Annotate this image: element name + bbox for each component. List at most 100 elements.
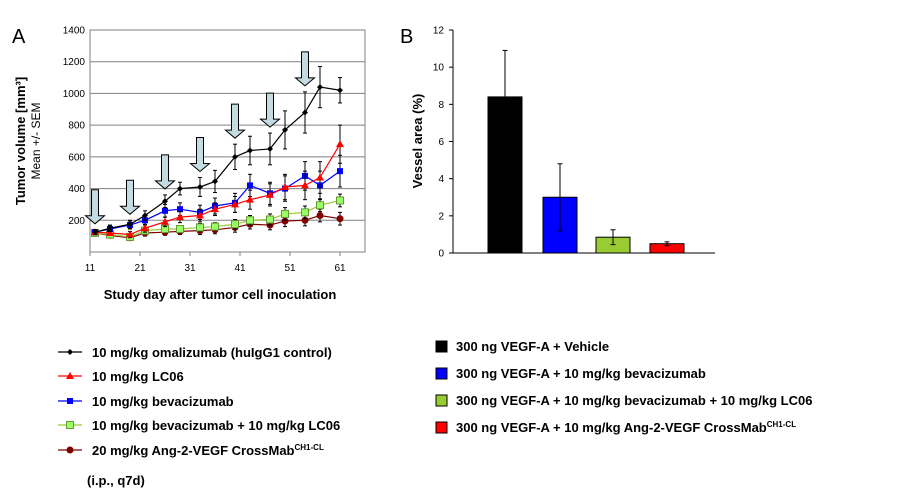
series-diamond [92, 65, 343, 236]
data-point [126, 230, 134, 238]
legend-b-entry: 300 ng VEGF-A + 10 mg/kg bevacizumab [435, 366, 706, 381]
legend-b-entry: 300 ng VEGF-A + 10 mg/kg Ang-2-VEGF Cros… [435, 420, 796, 435]
legend-swatch [435, 367, 448, 380]
legend-a-note: (i.p., q7d) [87, 473, 145, 488]
data-point [266, 190, 274, 198]
data-point [302, 109, 308, 116]
legend-swatch [435, 421, 448, 434]
data-point [197, 183, 203, 190]
panel-b-legend: 300 ng VEGF-A + Vehicle 300 ng VEGF-A + 1… [435, 339, 812, 435]
data-point [196, 223, 204, 232]
data-point [282, 126, 288, 133]
panel-a-y-axis-title: Tumor volume [mm³] [13, 77, 28, 205]
data-point [232, 153, 238, 160]
series-triangle [91, 124, 344, 239]
treatment-arrow [189, 136, 211, 173]
legend-b-label-superscript: CH1-CL [767, 420, 796, 429]
data-point [231, 220, 239, 229]
data-point [211, 222, 219, 231]
panel-b-y-axis-title: Vessel area (%) [410, 94, 425, 189]
data-point [317, 84, 323, 91]
data-point [176, 225, 184, 234]
legend-b-label: 300 ng VEGF-A + 10 mg/kg bevacizumab + 1… [456, 393, 812, 408]
legend-a-label: 10 mg/kg bevacizumab [92, 394, 234, 409]
data-point [337, 168, 343, 175]
data-point [316, 173, 324, 181]
legend-b-entry: 300 ng VEGF-A + 10 mg/kg bevacizumab + 1… [435, 393, 812, 408]
legend-a-label: 10 mg/kg bevacizumab + 10 mg/kg LC06 [92, 418, 340, 433]
legend-a-entry: 20 mg/kg Ang-2-VEGF CrossMabCH1-CL [58, 443, 324, 458]
legend-b-label: 300 ng VEGF-A + Vehicle [456, 339, 609, 354]
panel-a-y-tick-label: 600 [68, 152, 85, 163]
data-point [247, 147, 253, 154]
panel-b-y-tick-label: 2 [438, 211, 444, 222]
legend-b-label: 300 ng VEGF-A + 10 mg/kg Ang-2-VEGF Cros… [456, 420, 796, 435]
panel-b-y-tick-label: 10 [433, 63, 445, 74]
data-point [336, 196, 344, 205]
panel-a-x-tick-label: 31 [184, 263, 196, 274]
data-point [336, 140, 344, 148]
panel-a-x-axis-title: Study day after tumor cell inoculation [104, 287, 337, 302]
data-point [212, 178, 218, 185]
panel-b-y-ticks: 0 2 4 6 8 10 12 [433, 26, 453, 260]
legend-a-entry: 10 mg/kg LC06 [58, 369, 184, 384]
panel-b-y-tick-label: 6 [438, 137, 444, 148]
panel-a-legend: 10 mg/kg omalizumab (huIgG1 control) 10 m… [58, 345, 340, 458]
data-point [177, 206, 183, 213]
data-point [281, 209, 289, 218]
panel-b-letter: B [400, 26, 413, 48]
panel-a-gridlines [90, 61, 365, 221]
legend-a-label-text: 20 mg/kg Ang-2-VEGF CrossMab [92, 443, 295, 458]
treatment-arrow [84, 189, 106, 225]
panel-a-x-tick-label: 11 [85, 263, 96, 274]
data-point [316, 201, 324, 210]
panel-a-x-tick-label: 41 [234, 263, 246, 274]
data-point [176, 213, 184, 221]
data-point [161, 217, 169, 225]
data-point [281, 217, 289, 225]
legend-a-label: 10 mg/kg LC06 [92, 369, 184, 384]
panel-b-y-tick-label: 12 [433, 26, 445, 37]
panel-a-x-tick-labels: 11 21 31 41 51 61 [85, 252, 346, 274]
panel-b-bars [487, 49, 685, 254]
data-point [267, 145, 273, 152]
treatment-arrow [294, 51, 316, 87]
panel-a-series [91, 65, 344, 242]
legend-a-label-text: 10 mg/kg omalizumab (huIgG1 control) [92, 345, 332, 360]
data-point [107, 225, 113, 232]
data-point [196, 211, 204, 219]
legend-a-entry: 10 mg/kg bevacizumab [58, 394, 234, 409]
data-point [281, 182, 289, 190]
legend-b-label: 300 ng VEGF-A + 10 mg/kg bevacizumab [456, 366, 706, 381]
data-point [266, 215, 274, 224]
data-point [66, 446, 74, 454]
data-point [231, 200, 239, 208]
data-point [141, 224, 149, 232]
panel-a-y-tick-label: 1200 [63, 57, 86, 68]
legend-b-label-text: 300 ng VEGF-A + 10 mg/kg Ang-2-VEGF Cros… [456, 420, 767, 435]
data-point [177, 185, 183, 192]
panel-a-x-tick-label: 21 [134, 263, 146, 274]
panel-a-x-tick-label: 51 [284, 263, 296, 274]
panel-a-y-tick-label: 200 [68, 216, 85, 227]
legend-b-label-text: 300 ng VEGF-A + 10 mg/kg bevacizumab [456, 366, 706, 381]
data-point [106, 228, 114, 236]
data-point [301, 181, 309, 189]
data-point [337, 87, 343, 94]
treatment-arrow [119, 179, 141, 215]
data-point [211, 205, 219, 213]
data-point [142, 212, 148, 219]
legend-a-label: 10 mg/kg omalizumab (huIgG1 control) [92, 345, 332, 360]
data-point [67, 398, 73, 404]
legend-a-label-text: 10 mg/kg bevacizumab + 10 mg/kg LC06 [92, 418, 340, 433]
data-point [246, 195, 254, 203]
data-point [246, 216, 254, 225]
legend-a-label-text: 10 mg/kg bevacizumab [92, 394, 234, 409]
data-point [66, 421, 74, 429]
data-point [162, 207, 168, 214]
panel-a-x-tick-label: 61 [334, 263, 346, 274]
treatment-arrow [224, 103, 246, 139]
panel-a-letter: A [12, 26, 26, 48]
legend-a-label-text: 10 mg/kg LC06 [92, 369, 184, 384]
